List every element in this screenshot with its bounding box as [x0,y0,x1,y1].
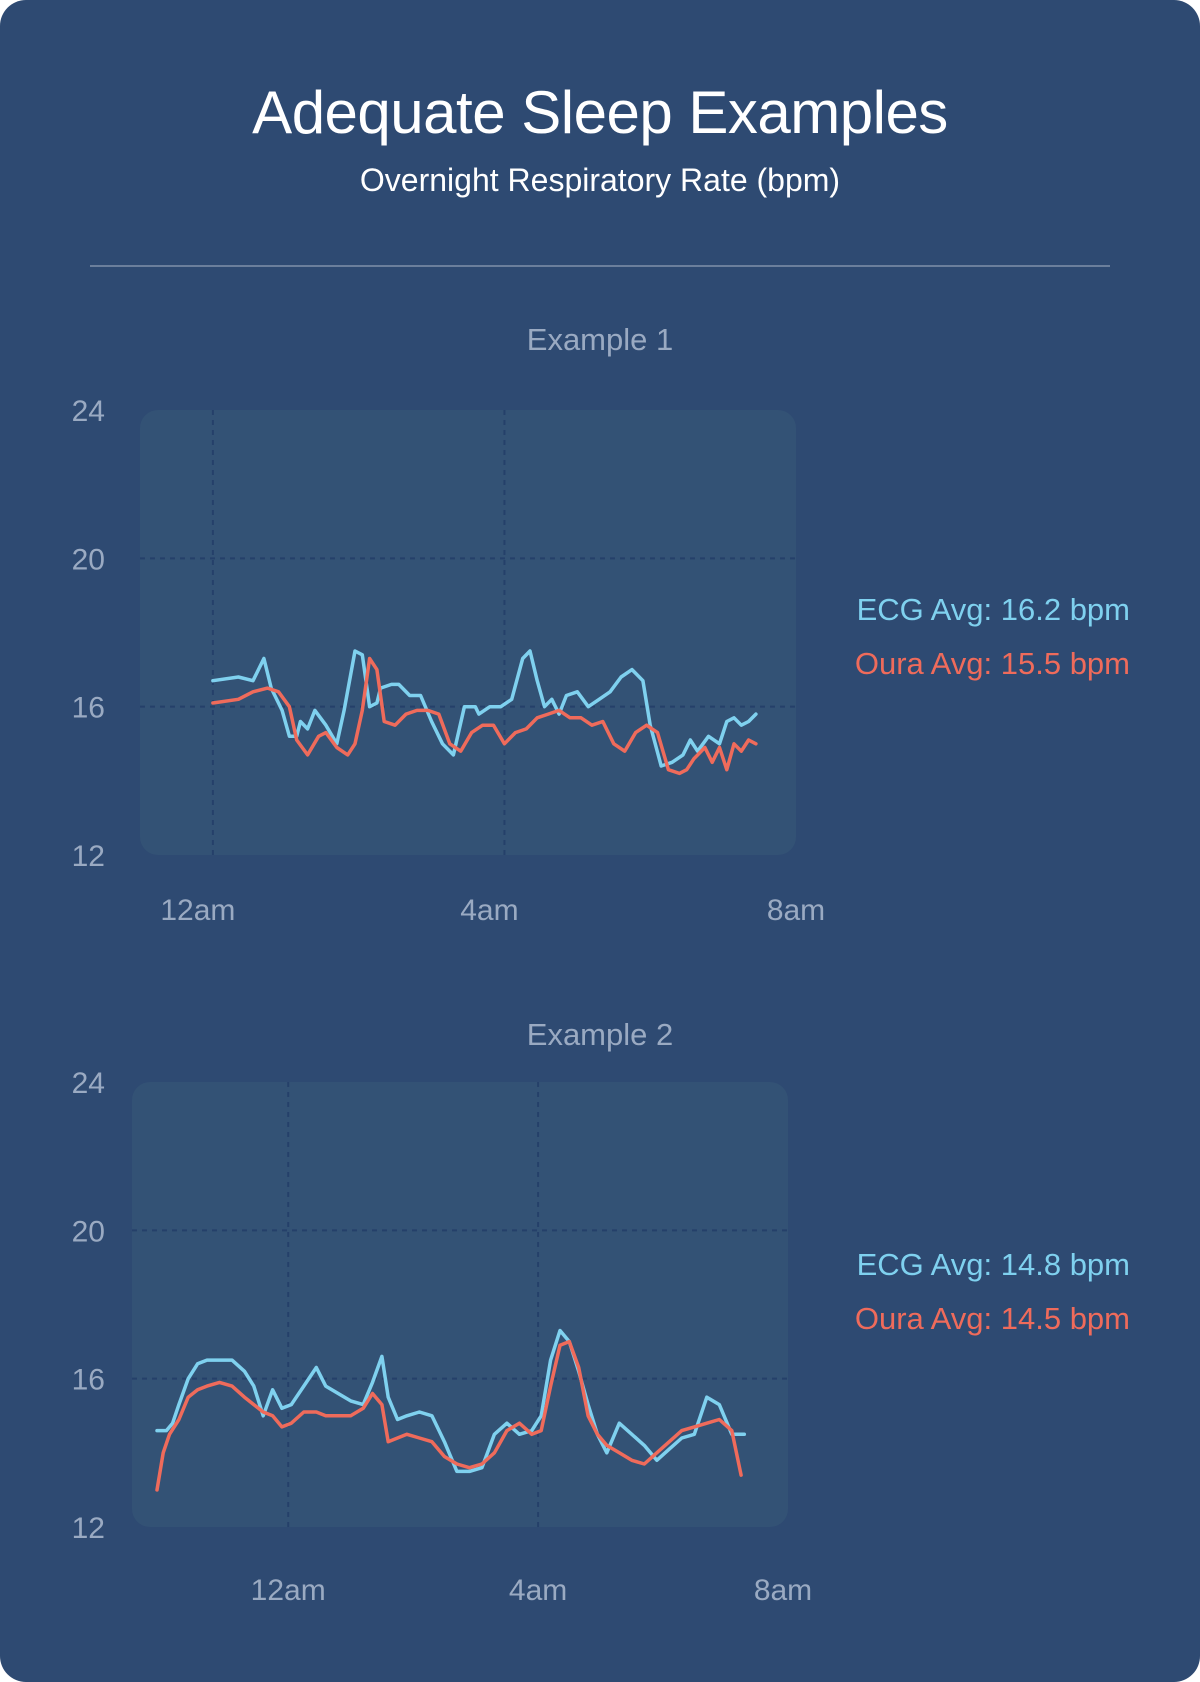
y-tick-label: 20 [72,543,105,576]
x-tick-label: 4am [509,1574,567,1607]
chart-title: Example 2 [527,1017,673,1052]
x-tick-label: 12am [160,894,235,927]
y-tick-label: 20 [72,1215,105,1248]
page-title: Adequate Sleep Examples [252,79,948,146]
y-tick-label: 12 [72,840,105,873]
x-tick-label: 8am [754,1574,812,1607]
legend-label-oura: Oura Avg: 15.5 bpm [855,646,1130,681]
y-tick-label: 24 [72,395,105,428]
chart-example-2: Example 2 24 20 16 12 12am 4am 8am ECG Avg: 14.8… [72,1017,1130,1607]
plot-area [140,410,796,855]
legend-label-oura: Oura Avg: 14.5 bpm [855,1301,1130,1336]
y-tick-label: 12 [72,1512,105,1545]
chart-title: Example 1 [527,322,673,357]
y-tick-label: 24 [72,1067,105,1100]
legend-label-ecg: ECG Avg: 14.8 bpm [857,1247,1130,1282]
legend-label-ecg: ECG Avg: 16.2 bpm [857,592,1130,627]
x-tick-label: 12am [251,1574,326,1607]
x-tick-label: 4am [460,894,518,927]
y-tick-label: 16 [72,692,105,725]
divider [90,265,1110,267]
x-tick-label: 8am [767,894,825,927]
page-subtitle: Overnight Respiratory Rate (bpm) [359,162,841,198]
series-line-ecg [155,1328,747,1474]
plot-area [132,1082,788,1527]
y-tick-label: 16 [72,1364,105,1397]
series-line-oura [155,1339,743,1492]
series-line-ecg [211,649,758,768]
chart-example-1: Example 1 24 20 16 12 12am 4am 8am ECG Avg: 16.2… [72,322,1130,927]
series-line-oura [211,656,758,776]
